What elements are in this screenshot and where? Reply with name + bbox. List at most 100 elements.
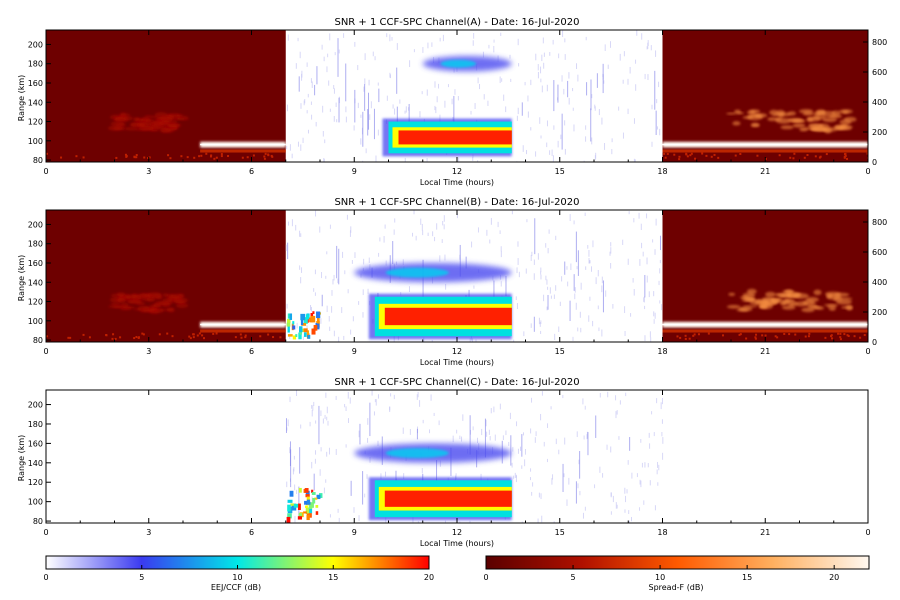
eej-streak (655, 110, 657, 136)
eej-speckle (515, 474, 517, 478)
spreadf-speckle (673, 153, 676, 156)
spreadf-speckle (141, 332, 144, 335)
eej-speckle (539, 117, 541, 124)
eej-speckle (564, 54, 566, 60)
eej-speckle (343, 33, 345, 38)
spreadf-echo (795, 301, 809, 307)
colorbar-tick-label: 10 (655, 573, 665, 582)
eej-speckle (559, 301, 561, 307)
spreadf-echo (138, 126, 155, 131)
eej-speckle (358, 301, 360, 305)
spreadf-echo (746, 288, 757, 295)
x-tick-label: 9 (352, 528, 357, 537)
eej-speckle (524, 459, 526, 467)
spreadf-echo (765, 291, 776, 298)
eej-streak (510, 435, 512, 466)
eej-speckle (541, 85, 543, 93)
eej-speckle (419, 400, 421, 407)
eej-echo-patch (312, 311, 315, 314)
eej-speckle (389, 72, 391, 78)
eej-speckle (292, 468, 294, 475)
eej-speckle (657, 482, 659, 486)
right-tick-label: 0 (872, 158, 877, 167)
spreadf-speckle (756, 154, 759, 157)
x-tick-label: 0 (43, 167, 48, 176)
eej-speckle (585, 266, 587, 270)
eej-speckle (520, 446, 522, 451)
eej-speckle (545, 243, 547, 248)
eej-echo-core (398, 130, 512, 145)
spreadf-speckle (844, 154, 847, 157)
eej-speckle (610, 511, 612, 515)
eej-speckle (477, 227, 479, 233)
eej-speckle (390, 74, 392, 79)
eej-speckle (300, 103, 302, 109)
eej-echo-patch (311, 492, 316, 495)
spreadf-echo (114, 117, 127, 122)
eej-echo-patch (301, 323, 307, 326)
eej-speckle (627, 78, 629, 85)
spreadf-layer-low (662, 329, 868, 333)
eej-speckle (604, 44, 606, 51)
eej-speckle (568, 477, 570, 485)
eej-speckle (609, 251, 611, 256)
spreadf-layer-core (662, 143, 868, 146)
eej-speckle (631, 472, 633, 479)
spreadf-speckle (701, 152, 704, 155)
eej-speckle (296, 489, 298, 494)
x-tick-label: 18 (657, 528, 667, 537)
eej-speckle (299, 230, 301, 237)
eej-speckle (517, 241, 519, 247)
eej-streak (392, 241, 394, 265)
y-tick-label: 120 (28, 298, 43, 307)
eej-speckle (301, 73, 303, 81)
eej-speckle (592, 240, 594, 248)
eej-speckle (552, 474, 554, 480)
eej-speckle (628, 520, 630, 523)
eej-speckle (531, 491, 533, 496)
eej-speckle (579, 490, 581, 496)
eej-speckle (384, 224, 386, 229)
eej-speckle (562, 394, 564, 399)
eej-speckle (558, 326, 560, 332)
eej-speckle (543, 294, 545, 302)
eej-speckle (307, 93, 309, 98)
spreadf-speckle (843, 153, 846, 156)
eej-streak (547, 294, 549, 310)
eej-speckle (529, 477, 531, 481)
eej-speckle (540, 66, 542, 74)
eej-speckle (493, 406, 495, 413)
eej-echo-patch (297, 516, 303, 520)
eej-speckle (338, 336, 340, 342)
spreadf-echo (165, 308, 175, 312)
spreadf-echo (172, 118, 189, 121)
eej-speckle (635, 84, 637, 91)
spreadf-echo (127, 300, 143, 304)
panel-a-title: SNR + 1 CCF-SPC Channel(A) - Date: 16-Ju… (334, 17, 579, 28)
eej-speckle (431, 42, 433, 47)
eej-speckle (383, 236, 385, 243)
eej-speckle (444, 520, 446, 523)
eej-speckle (594, 484, 596, 489)
spreadf-speckle (824, 336, 827, 339)
eej-speckle (516, 115, 518, 121)
spreadf-speckle (814, 155, 817, 158)
eej-speckle (328, 80, 330, 86)
eej-speckle (615, 411, 617, 419)
eej-echo-patch (287, 325, 290, 333)
eej-streak (362, 111, 364, 147)
eej-speckle (311, 461, 313, 469)
spreadf-speckle (689, 154, 692, 157)
eej-speckle (561, 276, 563, 282)
eej-speckle (386, 33, 388, 38)
spreadf-echo (728, 292, 736, 296)
colorbar-tick-label: 5 (139, 573, 144, 582)
colorbar-tick-label: 10 (232, 573, 242, 582)
eej-speckle (564, 148, 566, 155)
eej-speckle (326, 251, 328, 255)
eej-speckle (385, 517, 387, 523)
eej-speckle (377, 82, 379, 86)
eej-speckle (499, 76, 501, 84)
eej-speckle (347, 391, 349, 399)
